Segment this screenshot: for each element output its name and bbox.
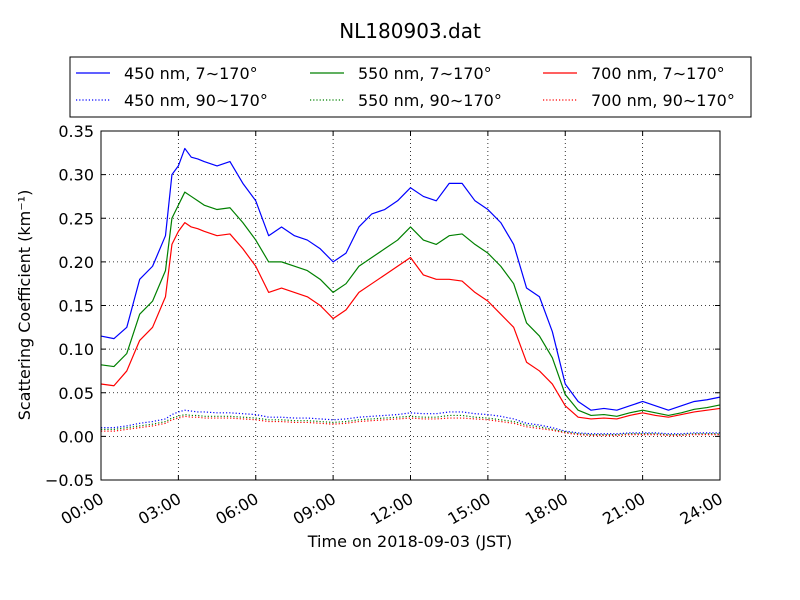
legend-label-5: 700 nm, 90∼170°: [591, 91, 735, 110]
chart-title: NL180903.dat: [339, 19, 481, 43]
y-tick-label: 0.00: [58, 427, 94, 446]
y-tick-label: 0.20: [58, 253, 94, 272]
x-tick-label: 12:00: [367, 489, 416, 529]
series-line-0: [100, 147, 721, 411]
x-tick-label: 15:00: [444, 489, 493, 529]
x-axis-label: Time on 2018-09-03 (JST): [307, 532, 512, 551]
legend-box: [69, 56, 752, 118]
legend: 450 nm, 7∼170° 550 nm, 7∼170° 700 nm, 7∼17…: [76, 64, 735, 110]
y-tick-label: 0.10: [58, 340, 94, 359]
x-tick-label: 18:00: [522, 489, 571, 529]
y-tick-label: 0.05: [58, 384, 94, 403]
y-axis-label: Scattering Coefficient (km⁻¹): [15, 190, 34, 421]
y-tick-label: 0.15: [58, 297, 94, 316]
y-tick-labels: −0.05 0.00 0.05 0.10 0.15 0.20 0.25 0.30 0.35: [45, 122, 94, 490]
x-tick-label: 06:00: [212, 489, 261, 529]
y-tick-label: 0.25: [58, 209, 94, 228]
series-line-2: [100, 222, 721, 420]
x-tick-labels: 00:00 03:00 06:00 09:00 12:00 15:00 18:00 21:00…: [58, 489, 726, 529]
x-tick-label: 00:00: [58, 489, 107, 529]
y-tick-label: −0.05: [45, 471, 94, 490]
x-tick-label: 09:00: [290, 489, 339, 529]
legend-label-0: 450 nm, 7∼170°: [124, 64, 258, 83]
legend-label-3: 450 nm, 90∼170°: [124, 91, 268, 110]
legend-label-1: 550 nm, 7∼170°: [358, 64, 492, 83]
series-line-1: [100, 191, 721, 417]
x-tick-label: 03:00: [135, 489, 184, 529]
x-tick-label: 24:00: [677, 489, 726, 529]
y-tick-label: 0.35: [58, 122, 94, 141]
legend-label-2: 700 nm, 7∼170°: [591, 64, 725, 83]
grid: [101, 131, 720, 480]
x-tick-label: 21:00: [599, 489, 648, 529]
legend-label-4: 550 nm, 90∼170°: [358, 91, 502, 110]
ticks: [100, 130, 721, 481]
y-tick-label: 0.30: [58, 166, 94, 185]
series-group: [100, 147, 721, 437]
series-line-3: [101, 409, 720, 435]
